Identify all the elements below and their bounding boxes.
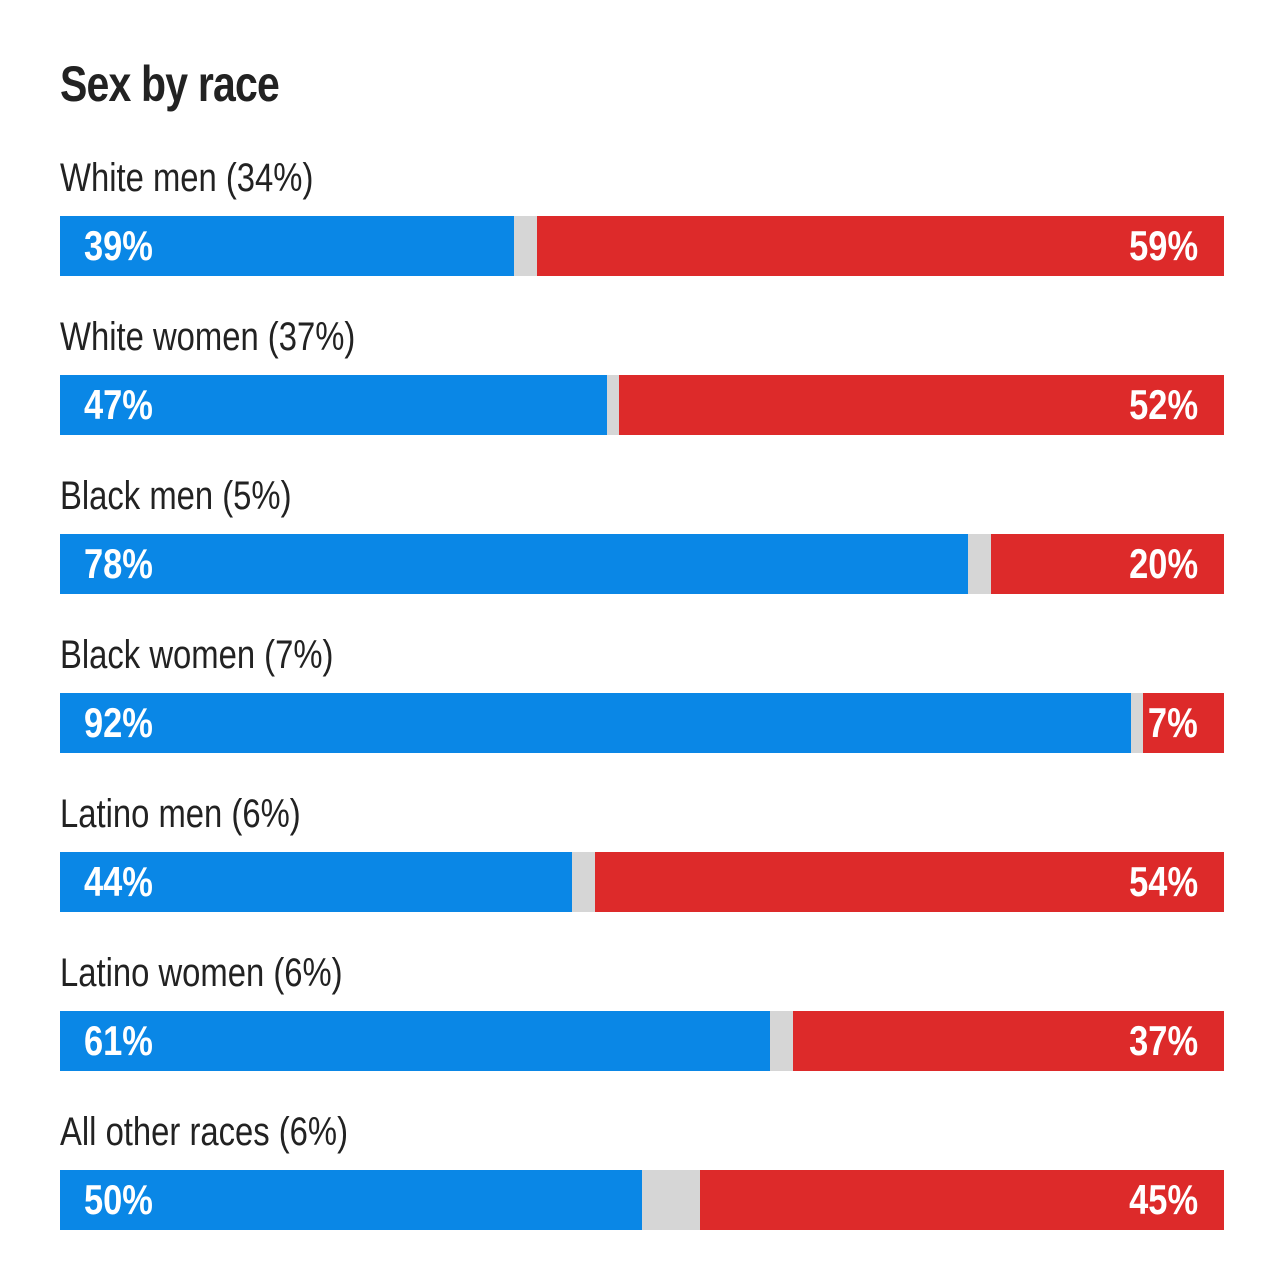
bar-segment-left: [60, 1170, 642, 1230]
bar-segment-right: [991, 534, 1224, 594]
category-label: Latino men (6%): [60, 792, 301, 836]
category-label: White men (34%): [60, 156, 314, 200]
bar-segment-left: [60, 216, 514, 276]
stacked-bar: 47% 52%: [60, 375, 1224, 435]
data-label-left: 78%: [84, 540, 153, 587]
bar-segment-left: [60, 852, 573, 912]
data-label-left: 44%: [84, 858, 153, 905]
stacked-bar: 78% 20%: [60, 534, 1224, 594]
stacked-bar: 61% 37%: [60, 1011, 1224, 1071]
bar-segment-right: [1142, 693, 1224, 753]
data-label-right: 7%: [1148, 699, 1198, 746]
data-label-right: 54%: [1129, 858, 1198, 905]
data-label-right: 20%: [1129, 540, 1198, 587]
data-label-right: 52%: [1129, 381, 1198, 428]
bar-segment-right: [793, 1011, 1224, 1071]
bar-row: Black men (5%) 78% 20%: [60, 468, 1224, 627]
bar-segment-right: [700, 1170, 1224, 1230]
category-label: All other races (6%): [60, 1110, 349, 1154]
data-label-right: 45%: [1129, 1176, 1198, 1223]
chart-title: Sex by race: [60, 56, 280, 112]
stacked-bar: 50% 45%: [60, 1170, 1224, 1230]
category-label: Black men (5%): [60, 474, 292, 518]
bar-segment-left: [60, 693, 1131, 753]
bar-segment-right: [537, 216, 1224, 276]
category-label: Black women (7%): [60, 633, 334, 677]
bar-row: Latino men (6%) 44% 54%: [60, 786, 1224, 945]
bar-rows: White men (34%) 39% 59% White women (37%) 47…: [60, 150, 1224, 1263]
data-label-left: 39%: [84, 222, 153, 269]
bar-row: White men (34%) 39% 59%: [60, 150, 1224, 309]
data-label-left: 47%: [84, 381, 153, 428]
bar-row: Black women (7%) 92% 7%: [60, 627, 1224, 786]
bar-segment-left: [60, 534, 968, 594]
bar-segment-right: [618, 375, 1224, 435]
bar-row: Latino women (6%) 61% 37%: [60, 945, 1224, 1104]
category-label: White women (37%): [60, 315, 356, 359]
data-label-left: 50%: [84, 1176, 153, 1223]
stacked-bar: 39% 59%: [60, 216, 1224, 276]
data-label-right: 37%: [1129, 1017, 1198, 1064]
category-label: Latino women (6%): [60, 951, 343, 995]
data-label-right: 59%: [1129, 222, 1198, 269]
bar-segment-right: [595, 852, 1224, 912]
chart: Sex by race White men (34%) 39% 59% White w…: [60, 52, 1224, 1263]
bar-row: White women (37%) 47% 52%: [60, 309, 1224, 468]
stacked-bar: 44% 54%: [60, 852, 1224, 912]
bar-segment-left: [60, 375, 608, 435]
data-label-left: 61%: [84, 1017, 153, 1064]
data-label-left: 92%: [84, 699, 153, 746]
bar-segment-left: [60, 1011, 771, 1071]
stacked-bar: 92% 7%: [60, 693, 1224, 753]
bar-row: All other races (6%) 50% 45%: [60, 1104, 1224, 1263]
